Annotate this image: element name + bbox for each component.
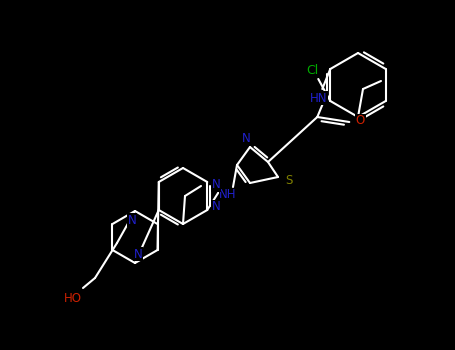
Text: O: O: [356, 114, 365, 127]
Text: N: N: [127, 214, 136, 226]
Text: NH: NH: [219, 189, 237, 202]
Text: S: S: [285, 174, 293, 187]
Text: N: N: [242, 132, 250, 145]
Text: HO: HO: [64, 292, 82, 304]
Text: Cl: Cl: [306, 64, 318, 77]
Text: HN: HN: [309, 91, 327, 105]
Text: N: N: [212, 178, 221, 191]
Text: N: N: [212, 201, 221, 214]
Text: N: N: [134, 247, 142, 260]
